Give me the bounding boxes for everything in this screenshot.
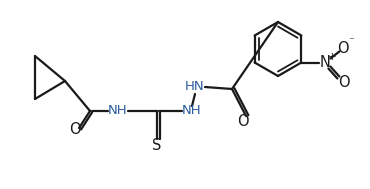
Text: O: O <box>337 41 349 56</box>
Text: O: O <box>237 114 249 129</box>
Text: O: O <box>69 122 81 138</box>
Text: HN: HN <box>185 81 205 94</box>
Text: +: + <box>328 51 337 61</box>
Text: O: O <box>339 75 350 90</box>
Text: NH: NH <box>182 105 202 118</box>
Text: N: N <box>320 55 331 70</box>
Text: ⁻: ⁻ <box>349 36 354 46</box>
Text: S: S <box>152 138 162 153</box>
Text: NH: NH <box>108 105 128 118</box>
